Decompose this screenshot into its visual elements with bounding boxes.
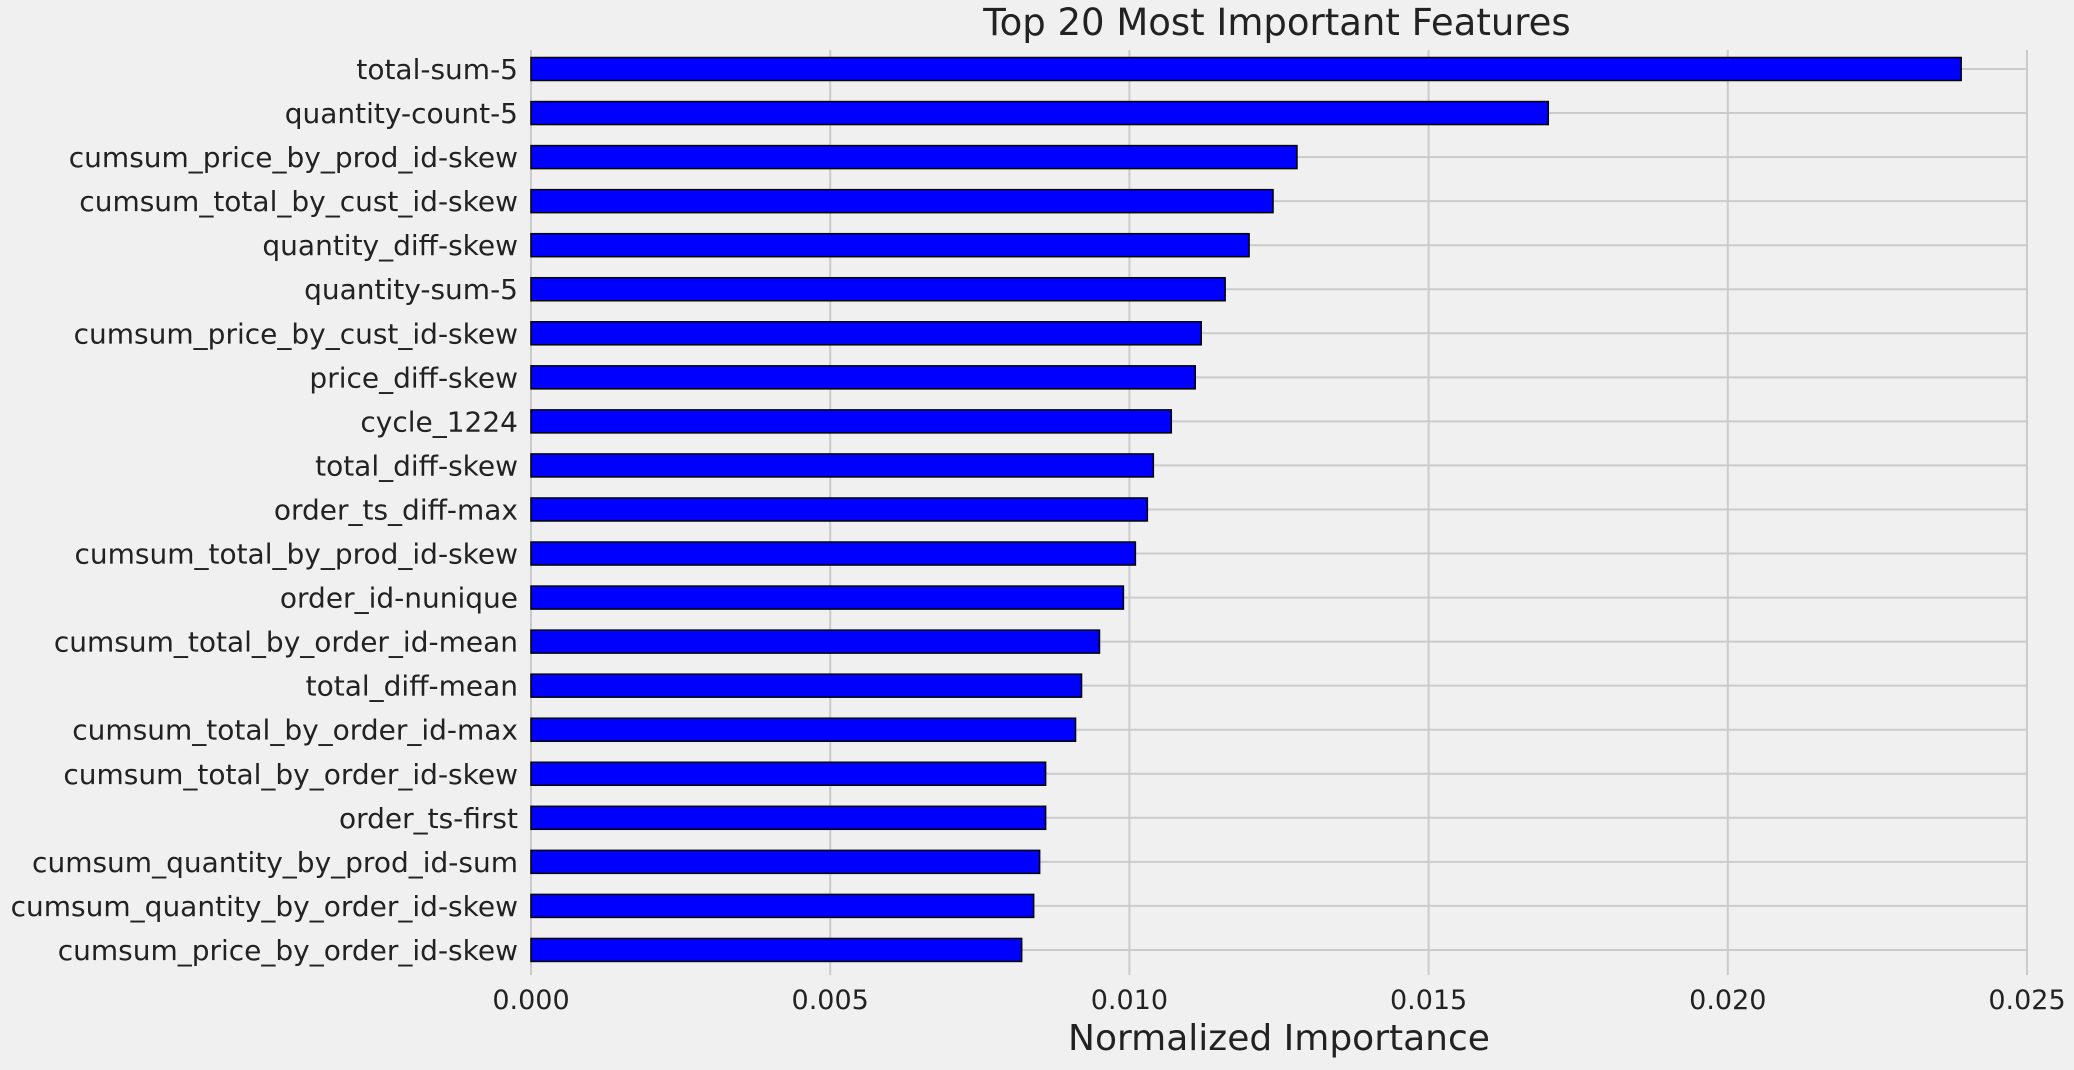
- category-label: cumsum_quantity_by_prod_id-sum: [32, 846, 518, 879]
- category-labels: total-sum-5 quantity-count-5 cumsum_price_…: [11, 53, 518, 967]
- bar: [530, 497, 1149, 522]
- category-label: quantity-count-5: [285, 97, 518, 130]
- category-label: cumsum_total_by_order_id-mean: [54, 626, 518, 659]
- category-label: cumsum_price_by_prod_id-skew: [69, 141, 518, 174]
- category-label: total-sum-5: [356, 53, 518, 86]
- bar: [530, 409, 1173, 434]
- bar: [530, 673, 1083, 698]
- bars: [530, 56, 1962, 963]
- x-tick-label: 0.020: [1689, 985, 1766, 1016]
- bar: [530, 629, 1101, 654]
- bar: [530, 321, 1202, 346]
- bar: [530, 453, 1155, 478]
- category-label: cumsum_total_by_order_id-skew: [63, 758, 518, 791]
- bar: [530, 100, 1550, 126]
- bar: [530, 937, 1023, 963]
- bar: [530, 144, 1298, 170]
- x-tick-label: 0.025: [1988, 985, 2065, 1016]
- x-tick-label: 0.000: [492, 985, 569, 1016]
- category-label: price_diff-skew: [309, 361, 518, 394]
- bar: [530, 541, 1137, 566]
- chart-title: Top 20 Most Important Features: [982, 1, 1570, 44]
- x-tick-label: 0.005: [792, 985, 869, 1016]
- category-label: cumsum_quantity_by_order_id-skew: [11, 890, 518, 923]
- category-label: order_id-nunique: [280, 582, 518, 615]
- category-label: cumsum_total_by_prod_id-skew: [74, 538, 518, 571]
- category-label: cumsum_total_by_cust_id-skew: [79, 185, 518, 218]
- bar: [530, 232, 1250, 258]
- category-label: cycle_1224: [360, 405, 518, 438]
- bar: [530, 365, 1196, 390]
- category-label: cumsum_total_by_order_id-max: [72, 714, 518, 747]
- x-tick-label: 0.015: [1390, 985, 1467, 1016]
- category-label: cumsum_price_by_order_id-skew: [58, 934, 518, 967]
- category-label: cumsum_price_by_cust_id-skew: [74, 317, 518, 350]
- category-label: total_diff-skew: [315, 449, 518, 482]
- category-label: total_diff-mean: [306, 670, 518, 703]
- bar: [530, 56, 1962, 82]
- x-tick-labels: 0.000 0.005 0.010 0.015 0.020 0.025: [492, 985, 2065, 1016]
- bar: [530, 717, 1077, 742]
- category-label: quantity-sum-5: [304, 273, 518, 306]
- bar: [530, 585, 1125, 610]
- bar: [530, 893, 1035, 919]
- bar: [530, 276, 1226, 302]
- bar: [530, 761, 1047, 787]
- bar: [530, 849, 1041, 875]
- category-label: quantity_diff-skew: [262, 229, 518, 262]
- bar: [530, 805, 1047, 831]
- x-axis-label: Normalized Importance: [1068, 1018, 1490, 1059]
- category-label: order_ts-first: [339, 802, 518, 835]
- x-tick-label: 0.010: [1091, 985, 1168, 1016]
- category-label: order_ts_diff-max: [274, 493, 518, 526]
- bar: [530, 188, 1274, 214]
